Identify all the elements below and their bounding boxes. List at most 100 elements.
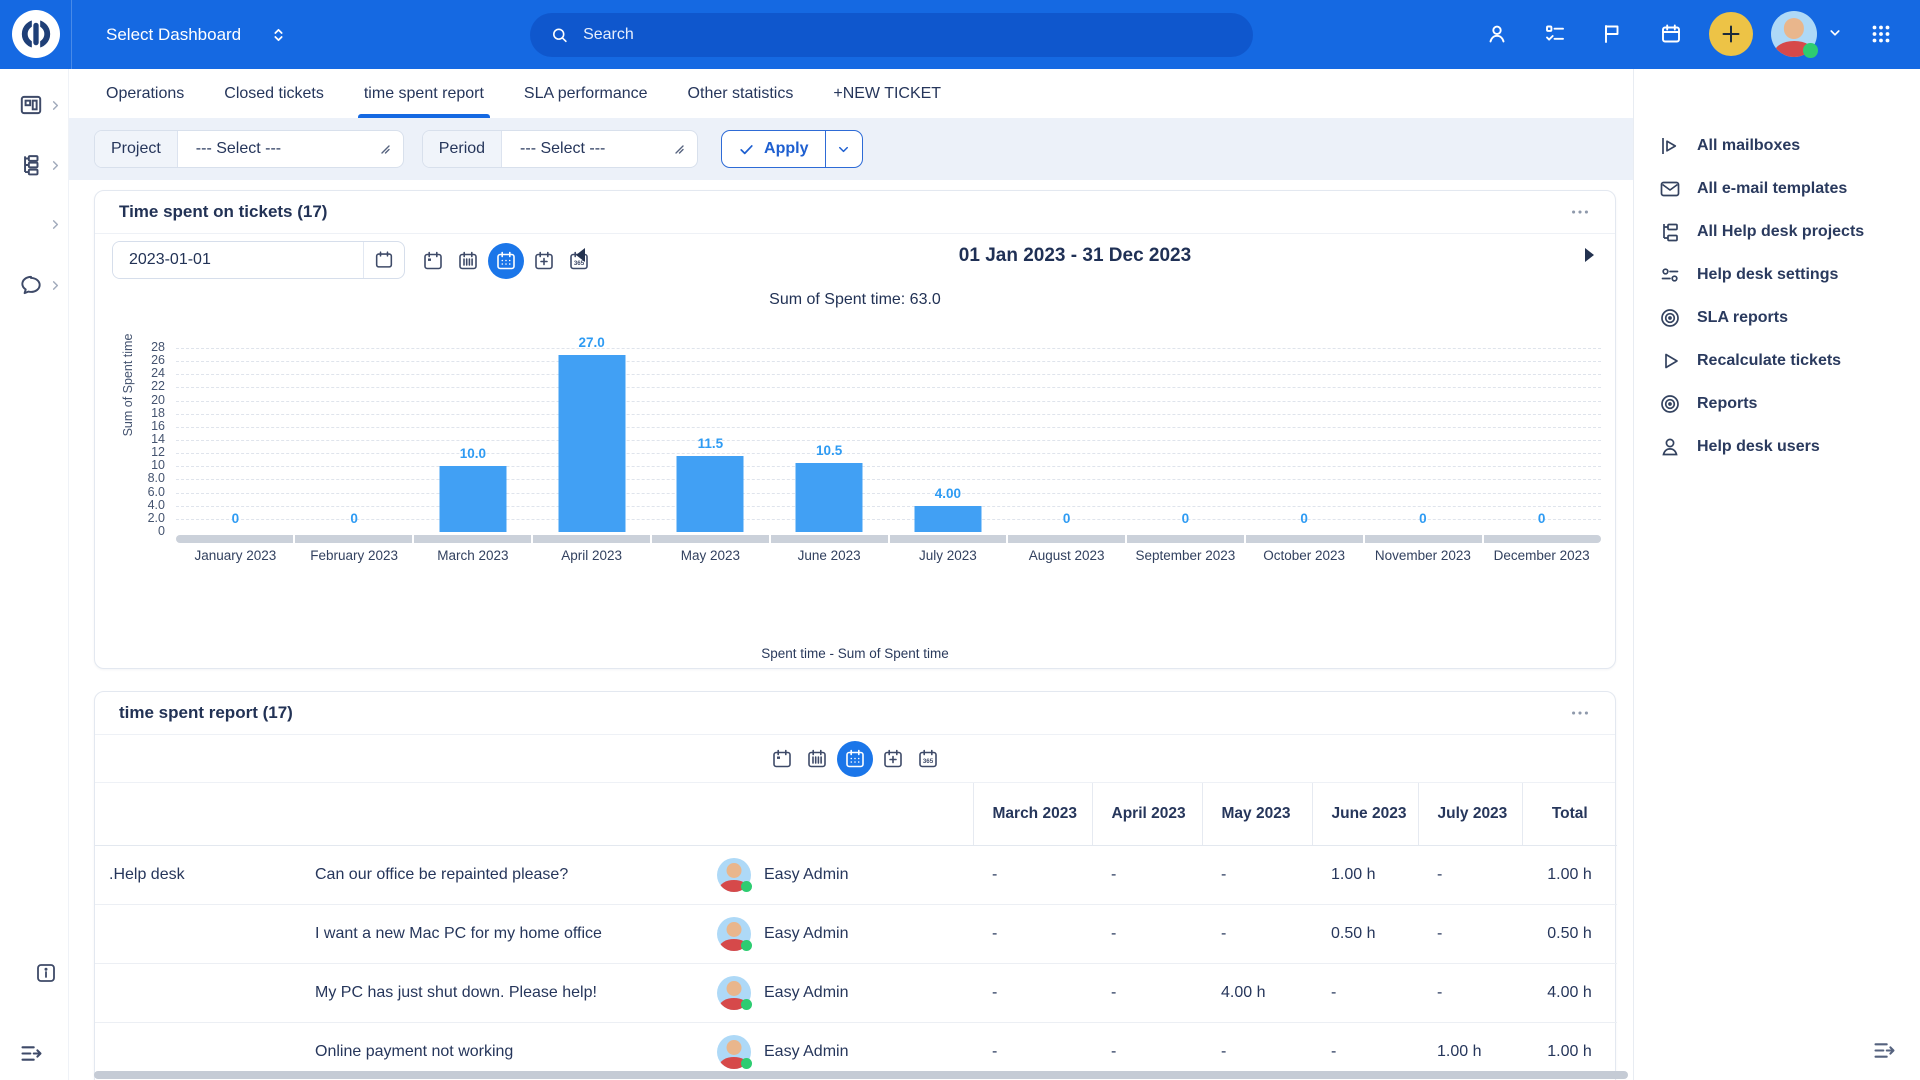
x-tick-label: February 2023 <box>310 548 399 563</box>
x-tick-label: July 2023 <box>918 548 977 563</box>
expand-sidebar-button[interactable] <box>0 1033 69 1073</box>
baseline-segment <box>1246 535 1364 543</box>
chevron-right-icon <box>50 160 61 171</box>
baseline-segment <box>176 535 293 543</box>
search-input[interactable] <box>581 25 1233 45</box>
app-logo[interactable] <box>12 10 60 58</box>
tab-time-spent-report[interactable]: time spent report <box>357 69 490 118</box>
baseline-segment <box>294 535 412 543</box>
tab-closed-tickets[interactable]: Closed tickets <box>224 84 324 102</box>
cell-ticket-subject[interactable]: I want a new Mac PC for my home office <box>311 904 691 964</box>
y-tick-label: 8.0 <box>147 471 165 486</box>
sidebar-item-helpdesk-users[interactable]: Help desk users <box>1658 430 1920 464</box>
next-period-button[interactable] <box>1581 246 1597 264</box>
project-select[interactable]: --- Select --- <box>178 131 403 167</box>
tab-new-ticket[interactable]: +NEW TICKET <box>833 84 942 102</box>
table-header-row: March 2023 April 2023 May 2023 June 2023 Jul… <box>95 783 1617 846</box>
sidebar-item-helpdesk-projects[interactable]: All Help desk projects <box>1658 215 1920 249</box>
sidebar-item-chat[interactable] <box>0 265 69 305</box>
chart-bar[interactable] <box>795 463 863 532</box>
assignee-name: Easy Admin <box>764 924 849 942</box>
sidebar-item-dashboards[interactable] <box>0 85 69 125</box>
bar-value-label: 0 <box>1181 511 1190 526</box>
collapse-sidebar-button[interactable] <box>1871 1037 1898 1064</box>
period-select[interactable]: --- Select --- <box>502 131 697 167</box>
granularity-day-button[interactable] <box>418 244 448 278</box>
table-header-empty <box>691 783 973 846</box>
cell-assignee: Easy Admin <box>691 904 973 964</box>
user-avatar[interactable] <box>1771 11 1818 58</box>
panel-menu-button[interactable] <box>1569 702 1591 724</box>
avatar-chevron-down-icon[interactable] <box>1826 27 1844 41</box>
granularity-month-button[interactable] <box>488 243 524 279</box>
granularity-week-button[interactable] <box>453 244 483 278</box>
sidebar-item-sla-reports[interactable]: SLA reports <box>1658 301 1920 335</box>
online-status-dot <box>740 1058 752 1070</box>
time-spent-report-panel: time spent report (17) 365 March 2023 Apr… <box>94 691 1617 1080</box>
gridline <box>176 466 1601 468</box>
baseline-segment <box>1484 535 1602 543</box>
chart-bar[interactable] <box>914 505 982 532</box>
search-bar[interactable] <box>530 13 1253 57</box>
cell-ticket-subject[interactable]: My PC has just shut down. Please help! <box>311 963 691 1023</box>
horizontal-scrollbar[interactable] <box>94 1071 1628 1079</box>
apps-grid-icon[interactable] <box>1869 22 1893 46</box>
chart-column: 0 <box>295 341 414 532</box>
dashboard-selector[interactable]: Select Dashboard <box>106 0 288 69</box>
tasks-checklist-icon[interactable] <box>1543 22 1567 46</box>
cell-month-value: - <box>1202 845 1312 905</box>
sidebar-item-more[interactable] <box>0 204 69 244</box>
table-row[interactable]: .Help desk Can our office be repainted pl… <box>95 845 1617 905</box>
calendar-icon[interactable] <box>1659 22 1683 46</box>
table-row[interactable]: I want a new Mac PC for my home office Ea… <box>95 904 1617 964</box>
table-row[interactable]: Online payment not working Easy Admin - - - -… <box>95 1022 1617 1080</box>
granularity-week-button[interactable] <box>802 742 832 776</box>
chart-column: 10.0 <box>414 341 533 532</box>
gridline <box>176 374 1601 376</box>
granularity-quarter-button[interactable] <box>878 742 908 776</box>
sidebar-item-email-templates[interactable]: All e-mail templates <box>1658 172 1920 206</box>
granularity-quarter-button[interactable] <box>529 244 559 278</box>
period-filter: Period --- Select --- <box>421 130 699 168</box>
previous-period-button[interactable] <box>573 246 589 264</box>
cell-month-value: - <box>1092 904 1202 964</box>
sidebar-item-projects[interactable] <box>0 145 69 185</box>
open-calendar-button[interactable] <box>364 242 404 278</box>
sidebar-item-recalculate-tickets[interactable]: Recalculate tickets <box>1658 344 1920 378</box>
chart-bar[interactable] <box>676 456 744 532</box>
chart-bar[interactable] <box>558 354 626 532</box>
granularity-year-button[interactable]: 365 <box>913 742 943 776</box>
cell-month-value: 4.00 h <box>1202 963 1312 1023</box>
granularity-day-button[interactable] <box>767 742 797 776</box>
y-tick-label: 26 <box>151 353 165 368</box>
chart-column: 0 <box>1482 341 1601 532</box>
add-new-button[interactable] <box>1709 12 1753 56</box>
y-tick-label: 28 <box>151 340 165 354</box>
sidebar-item-helpdesk-settings[interactable]: Help desk settings <box>1658 258 1920 292</box>
user-profile-icon[interactable] <box>1485 22 1509 46</box>
apply-options-button[interactable] <box>826 131 862 167</box>
x-tick-label: August 2023 <box>1028 548 1105 563</box>
bar-value-label: 0 <box>1419 511 1427 526</box>
calendar-month-icon <box>846 749 864 767</box>
tab-sla-performance[interactable]: SLA performance <box>523 84 648 102</box>
flag-icon[interactable] <box>1600 22 1624 46</box>
chart-bar[interactable] <box>439 466 507 532</box>
granularity-month-button[interactable] <box>837 740 873 777</box>
date-input[interactable] <box>113 242 363 278</box>
gridline <box>176 348 1601 349</box>
cell-project <box>95 963 311 1023</box>
table-header-empty <box>95 783 311 846</box>
sidebar-item-reports[interactable]: Reports <box>1658 387 1920 421</box>
chart-column: 0 <box>1245 341 1364 532</box>
tab-operations[interactable]: Operations <box>106 84 185 102</box>
apply-button[interactable]: Apply <box>722 131 826 167</box>
sidebar-item-label: All mailboxes <box>1697 137 1801 154</box>
cell-ticket-subject[interactable]: Can our office be repainted please? <box>311 845 691 905</box>
tab-other-statistics[interactable]: Other statistics <box>687 84 794 102</box>
panel-menu-button[interactable] <box>1569 201 1591 223</box>
table-row[interactable]: My PC has just shut down. Please help! Ea… <box>95 963 1617 1023</box>
info-button[interactable] <box>0 953 69 993</box>
cell-ticket-subject[interactable]: Online payment not working <box>311 1022 691 1080</box>
sidebar-item-all-mailboxes[interactable]: All mailboxes <box>1658 129 1920 163</box>
